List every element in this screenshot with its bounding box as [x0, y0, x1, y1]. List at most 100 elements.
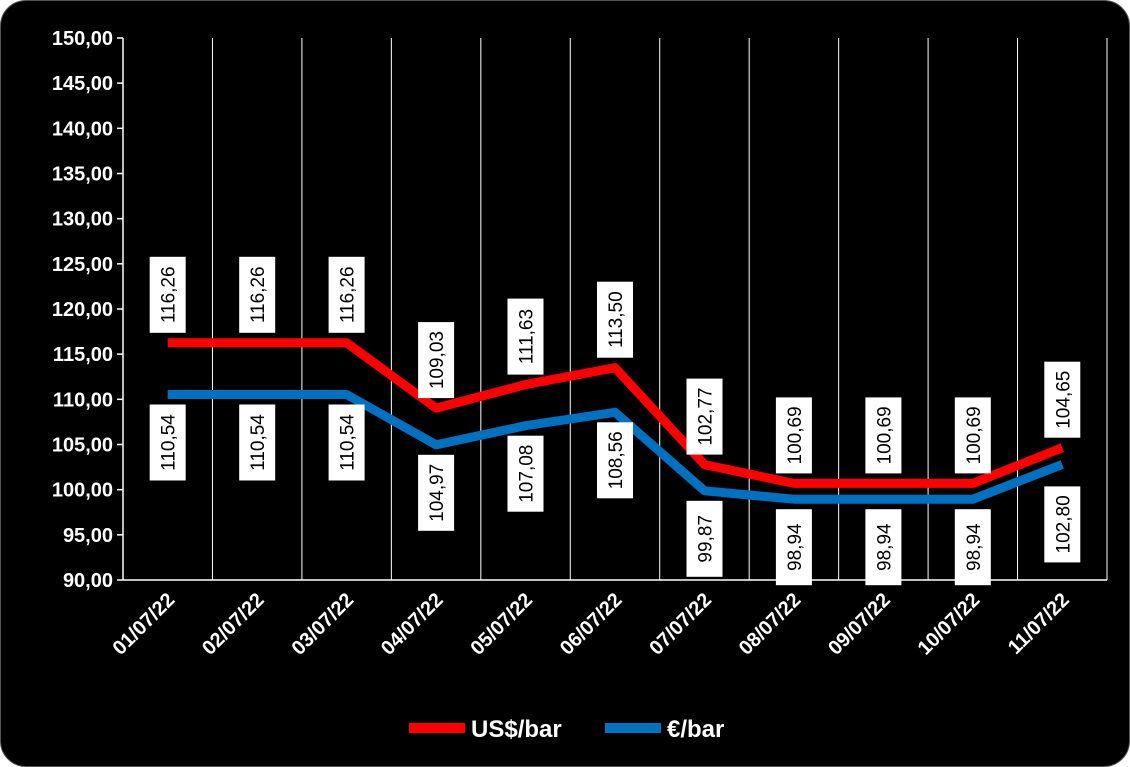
y-tick-label: 145,00	[52, 73, 113, 95]
data-label-box	[1044, 361, 1081, 438]
data-label-box	[597, 281, 633, 358]
data-label: 107,08	[507, 435, 544, 512]
y-tick-label: 130,00	[52, 209, 113, 231]
data-label-text: 104,97	[427, 464, 448, 522]
data-label-text: 110,54	[159, 414, 180, 471]
x-tick-label: 04/07/22	[377, 589, 448, 660]
data-label-text: 107,08	[517, 445, 538, 503]
y-tick-label: 150,00	[52, 28, 113, 50]
data-label-text: 108,56	[606, 431, 627, 489]
data-label: 111,63	[507, 298, 544, 375]
data-label-box	[865, 397, 902, 474]
data-label-box	[149, 404, 186, 481]
data-label-box	[597, 422, 633, 499]
data-label: 98,94	[775, 509, 812, 586]
data-label-box	[954, 397, 991, 474]
data-label-box	[954, 509, 991, 586]
y-tick-label: 95,00	[63, 525, 113, 547]
data-label-box	[328, 256, 365, 333]
data-label-text: 116,26	[248, 266, 269, 323]
data-label-text: 116,26	[159, 266, 180, 323]
data-label-box	[686, 500, 723, 577]
data-label-text: 98,94	[964, 523, 985, 571]
data-label: 116,26	[328, 256, 365, 333]
data-label-text: 98,94	[785, 523, 806, 571]
x-tick-label: 10/07/22	[914, 589, 985, 660]
x-tick-label: 02/07/22	[198, 589, 269, 660]
x-tick-label: 09/07/22	[824, 589, 895, 660]
y-tick-label: 110,00	[53, 389, 113, 411]
series-lines	[167, 338, 1064, 504]
y-tick-label: 115,00	[53, 344, 113, 366]
data-label-text: 102,77	[696, 388, 717, 446]
data-label-text: 99,87	[696, 515, 717, 563]
data-label-box	[149, 256, 186, 333]
data-label-box	[418, 322, 455, 399]
data-label-text: 109,03	[427, 331, 448, 389]
y-tick-label: 125,00	[52, 254, 113, 276]
data-label-box	[775, 397, 812, 474]
y-tick-label: 90,00	[63, 570, 113, 592]
data-label-box	[507, 435, 544, 512]
data-label-text: 100,69	[964, 406, 985, 464]
data-label: 116,26	[149, 256, 186, 333]
data-label-box	[1044, 486, 1081, 563]
data-label: 99,87	[686, 500, 723, 577]
data-label: 110,54	[328, 404, 365, 481]
gridlines	[211, 38, 1108, 580]
series-line-eur-bar	[167, 390, 1064, 504]
x-tick-label: 08/07/22	[735, 589, 806, 660]
legend-label: US$/bar	[471, 716, 562, 743]
legend-label: €/bar	[667, 716, 724, 743]
x-tick-label: 07/07/22	[645, 589, 716, 660]
data-label: 113,50	[597, 281, 633, 358]
x-tick-label: 01/07/22	[109, 589, 180, 660]
data-label: 104,65	[1044, 361, 1081, 438]
data-label-text: 110,54	[338, 414, 359, 471]
data-label: 102,77	[686, 378, 723, 455]
data-label: 100,69	[954, 397, 991, 474]
data-label-box	[239, 256, 276, 333]
x-tick-label: 05/07/22	[466, 589, 537, 660]
y-tick-label: 105,00	[52, 435, 113, 457]
data-label: 98,94	[954, 509, 991, 586]
data-label-box	[239, 404, 276, 481]
data-label-box	[328, 404, 365, 481]
data-label-box	[775, 509, 812, 586]
x-tick-label: 03/07/22	[288, 589, 359, 660]
data-label: 104,97	[418, 454, 455, 531]
x-tick-label: 06/07/22	[556, 589, 627, 660]
data-label: 100,69	[865, 397, 902, 474]
series-line-usd-bar	[167, 338, 1064, 488]
data-label: 108,56	[597, 422, 633, 499]
data-label-box	[418, 454, 455, 531]
data-label-text: 116,26	[338, 266, 359, 323]
data-label-text: 104,65	[1053, 371, 1074, 429]
data-label: 100,69	[775, 397, 812, 474]
data-label-box	[507, 298, 544, 375]
y-tick-label: 120,00	[52, 299, 113, 321]
data-label: 116,26	[239, 256, 276, 333]
y-tick-label: 140,00	[52, 118, 113, 140]
data-label: 102,80	[1044, 486, 1081, 563]
legend: US$/bar €/bar	[409, 716, 724, 743]
data-label-text: 102,80	[1053, 495, 1074, 553]
x-tick-label: 11/07/22	[1004, 589, 1074, 659]
data-label: 110,54	[149, 404, 186, 481]
data-label-text: 113,50	[606, 291, 627, 348]
data-label-text: 110,54	[248, 414, 269, 471]
data-label-box	[686, 378, 723, 455]
data-label-text: 100,69	[874, 406, 895, 464]
data-label: 109,03	[418, 322, 455, 399]
data-label-text: 98,94	[874, 523, 895, 571]
data-labels: 116,26 116,26 116,26 109,03 111,63 113,50 102,…	[149, 256, 1081, 586]
data-label-text: 100,69	[785, 406, 806, 464]
data-label-text: 111,63	[517, 309, 538, 364]
data-label: 110,54	[239, 404, 276, 481]
y-tick-label: 135,00	[52, 164, 113, 186]
y-tick-label: 100,00	[52, 480, 113, 502]
data-label: 98,94	[865, 509, 902, 586]
data-label-box	[865, 509, 902, 586]
